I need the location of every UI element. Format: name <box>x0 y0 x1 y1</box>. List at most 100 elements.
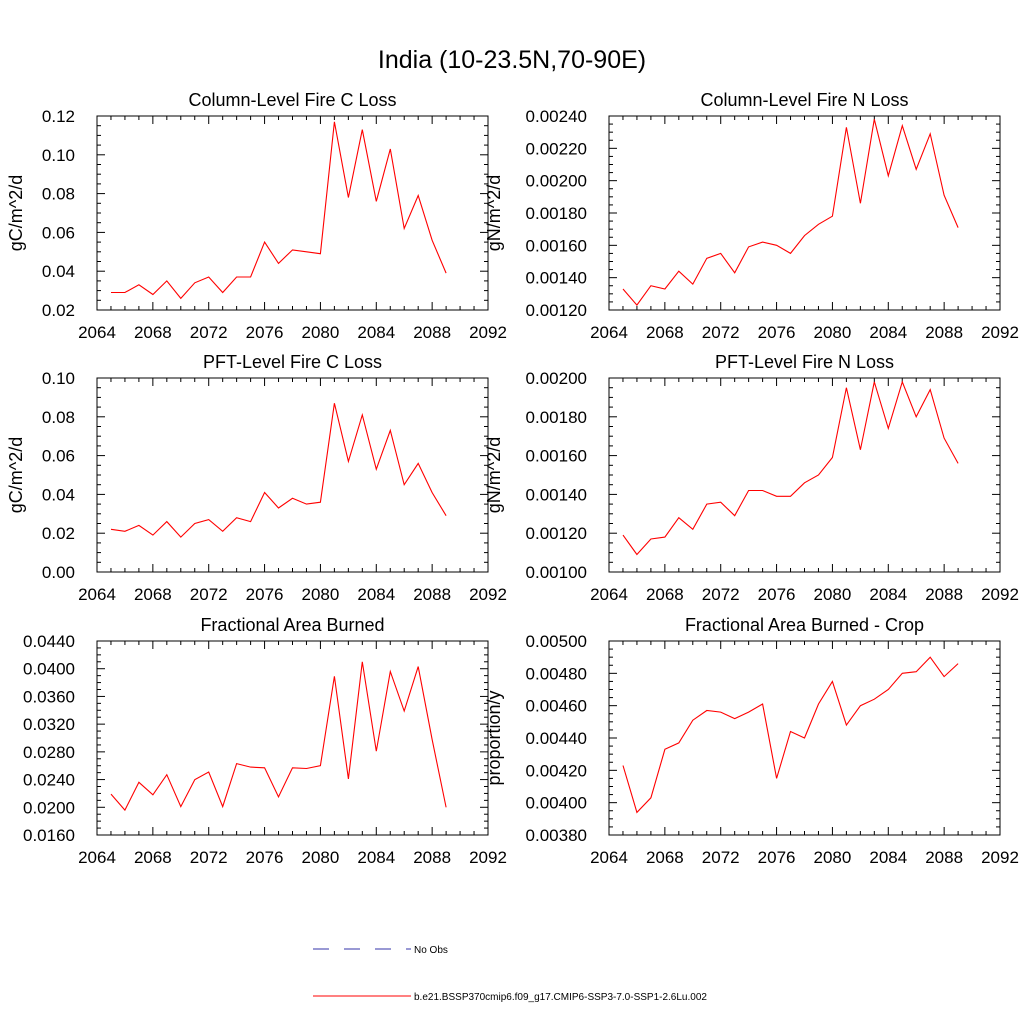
x-tick-label: 2068 <box>134 848 172 867</box>
x-tick-label: 2088 <box>413 585 451 604</box>
x-tick-label: 2064 <box>78 323 116 342</box>
x-tick-label: 2064 <box>78 848 116 867</box>
panel-4: PFT-Level Fire N Loss 2064 2068 2072 2076 208… <box>484 352 1019 604</box>
x-tick-label: 2080 <box>302 848 340 867</box>
y-tick-label: 0.00200 <box>526 172 587 191</box>
y-tick-label: 0.0280 <box>23 743 75 762</box>
series-line <box>622 380 959 556</box>
x-tick-label: 2088 <box>925 323 963 342</box>
x-tick-label: 2076 <box>758 323 796 342</box>
y-tick-label: 0.08 <box>42 185 75 204</box>
series-line <box>622 656 959 814</box>
x-tick-label: 2076 <box>246 848 284 867</box>
legend-entry: b.e21.BSSP370cmip6.f09_g17.CMIP6-SSP3-7.… <box>313 992 707 1003</box>
series-line <box>110 403 447 538</box>
x-tick-label: 2064 <box>78 585 116 604</box>
x-tick-label: 2072 <box>702 848 740 867</box>
x-tick-label: 2084 <box>869 323 907 342</box>
x-tick-label: 2076 <box>758 585 796 604</box>
y-tick-label: 0.00380 <box>526 826 587 845</box>
x-tick-label: 2076 <box>246 585 284 604</box>
x-tick-label: 2080 <box>302 585 340 604</box>
x-tick-label: 2080 <box>302 323 340 342</box>
x-tick-label: 2092 <box>981 323 1019 342</box>
x-tick-label: 2072 <box>190 848 228 867</box>
y-tick-label: 0.10 <box>42 146 75 165</box>
x-tick-label: 2068 <box>134 585 172 604</box>
legend: No Obs b.e21.BSSP370cmip6.f09_g17.CMIP6-S… <box>313 945 707 1003</box>
y-tick-label: 0.0440 <box>23 632 75 651</box>
legend-label: No Obs <box>414 945 448 956</box>
y-tick-label: 0.02 <box>42 301 75 320</box>
legend-entry: No Obs <box>313 945 448 956</box>
y-tick-label: 0.0160 <box>23 826 75 845</box>
x-tick-label: 2088 <box>925 585 963 604</box>
x-tick-label: 2088 <box>413 848 451 867</box>
y-tick-label: 0.00140 <box>526 485 587 504</box>
panel-2: Column-Level Fire N Loss 2064 2068 2072 2076… <box>484 90 1019 342</box>
y-axis-label: proportion/y <box>484 690 504 785</box>
y-tick-label: 0.08 <box>42 408 75 427</box>
y-axis-label: gC/m^2/d <box>6 175 26 251</box>
x-tick-label: 2088 <box>925 848 963 867</box>
x-tick-label: 2064 <box>590 585 628 604</box>
y-tick-label: 0.0360 <box>23 687 75 706</box>
y-tick-label: 0.0240 <box>23 771 75 790</box>
panel-title: PFT-Level Fire N Loss <box>715 352 894 372</box>
panels: Column-Level Fire C Loss 2064 2068 2072 2076… <box>6 90 1019 867</box>
y-tick-label: 0.00160 <box>526 236 587 255</box>
x-tick-label: 2068 <box>646 323 684 342</box>
x-tick-label: 2072 <box>190 323 228 342</box>
x-tick-label: 2092 <box>469 585 507 604</box>
y-tick-label: 0.04 <box>42 262 75 281</box>
figure-title: India (10-23.5N,70-90E) <box>378 46 646 74</box>
y-tick-label: 0.00140 <box>526 269 587 288</box>
y-tick-label: 0.00200 <box>526 369 587 388</box>
y-axis-label: gN/m^2/d <box>484 175 504 251</box>
y-axis-label: gN/m^2/d <box>484 437 504 513</box>
y-tick-label: 0.00440 <box>526 729 587 748</box>
y-tick-label: 0.00120 <box>526 524 587 543</box>
x-tick-label: 2072 <box>702 585 740 604</box>
x-tick-label: 2068 <box>646 585 684 604</box>
y-tick-label: 0.06 <box>42 223 75 242</box>
x-tick-label: 2092 <box>981 585 1019 604</box>
series-line <box>111 121 447 300</box>
panel-title: Column-Level Fire N Loss <box>700 90 908 110</box>
y-tick-label: 0.00480 <box>526 664 587 683</box>
y-tick-label: 0.00 <box>42 563 75 582</box>
y-tick-label: 0.00180 <box>526 408 587 427</box>
series-line <box>110 661 447 812</box>
panel-6: Fractional Area Burned - Crop 2064 2068 207… <box>484 615 1019 867</box>
x-tick-label: 2072 <box>702 323 740 342</box>
y-tick-label: 0.00400 <box>526 794 587 813</box>
y-tick-label: 0.00460 <box>526 697 587 716</box>
x-tick-label: 2080 <box>814 848 852 867</box>
y-tick-label: 0.00240 <box>526 107 587 126</box>
panel-title: Column-Level Fire C Loss <box>188 90 396 110</box>
y-tick-label: 0.06 <box>42 447 75 466</box>
y-tick-label: 0.00160 <box>526 447 587 466</box>
series-line <box>622 119 959 306</box>
x-tick-label: 2064 <box>590 848 628 867</box>
y-tick-label: 0.00120 <box>526 301 587 320</box>
x-tick-label: 2088 <box>413 323 451 342</box>
x-tick-label: 2072 <box>190 585 228 604</box>
x-tick-label: 2076 <box>246 323 284 342</box>
panel-1: Column-Level Fire C Loss 2064 2068 2072 2076… <box>6 90 507 342</box>
y-tick-label: 0.12 <box>42 107 75 126</box>
x-tick-label: 2092 <box>469 323 507 342</box>
x-tick-label: 2092 <box>469 848 507 867</box>
panel-title: PFT-Level Fire C Loss <box>203 352 382 372</box>
x-tick-label: 2092 <box>981 848 1019 867</box>
y-tick-label: 0.04 <box>42 485 75 504</box>
legend-label: b.e21.BSSP370cmip6.f09_g17.CMIP6-SSP3-7.… <box>414 992 707 1003</box>
y-tick-label: 0.0200 <box>23 798 75 817</box>
x-tick-label: 2084 <box>357 323 395 342</box>
x-tick-label: 2068 <box>646 848 684 867</box>
y-tick-label: 0.00420 <box>526 761 587 780</box>
panel-3: PFT-Level Fire C Loss 2064 2068 2072 2076 208… <box>6 352 507 604</box>
y-tick-label: 0.00180 <box>526 204 587 223</box>
panel-title: Fractional Area Burned - Crop <box>685 615 924 635</box>
